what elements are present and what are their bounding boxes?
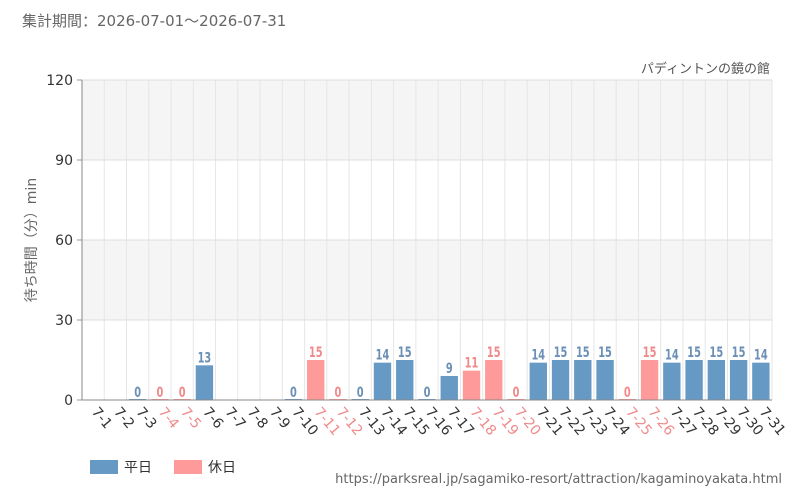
bar-7-31 <box>752 362 770 400</box>
value-label-7-14: 14 <box>376 346 390 363</box>
y-axis-label: 待ち時間（分）min <box>24 178 40 302</box>
y-tick-label: 120 <box>46 73 73 89</box>
x-tick-label-7-3: 7-3 <box>133 404 160 432</box>
bar-7-24 <box>596 360 614 400</box>
legend-swatch-holiday <box>174 460 202 474</box>
value-label-7-16: 0 <box>424 384 431 401</box>
value-label-7-28: 15 <box>687 344 701 361</box>
value-label-7-11: 15 <box>309 344 323 361</box>
value-label-7-6: 13 <box>198 349 212 366</box>
x-axis-ticks: 7-17-27-37-47-57-67-77-87-97-107-117-127… <box>88 404 788 439</box>
bar-7-30 <box>729 360 748 400</box>
value-label-7-19: 15 <box>487 344 501 361</box>
y-tick-label: 0 <box>64 393 73 409</box>
value-label-7-23: 15 <box>576 344 590 361</box>
bar-7-14 <box>373 362 392 400</box>
x-tick-label-7-4: 7-4 <box>155 404 182 432</box>
bar-7-28 <box>685 360 703 400</box>
y-tick-label: 90 <box>55 153 73 169</box>
value-label-7-13: 0 <box>357 384 364 401</box>
x-tick-label-7-2: 7-2 <box>110 404 137 432</box>
value-label-7-20: 0 <box>513 384 520 401</box>
period-text: 集計期間：2026-07-01～2026-07-31 <box>22 12 287 30</box>
plot-band <box>82 80 772 160</box>
value-label-7-21: 14 <box>531 346 545 363</box>
value-label-7-4: 0 <box>156 384 163 401</box>
value-label-7-17: 9 <box>446 360 453 377</box>
value-label-7-25: 0 <box>624 384 631 401</box>
legend-item-holiday: 休日 <box>174 457 236 477</box>
x-tick-label-7-1: 7-1 <box>88 404 115 432</box>
value-label-7-22: 15 <box>554 344 568 361</box>
y-tick-label: 60 <box>55 233 73 249</box>
value-label-7-31: 14 <box>754 346 768 363</box>
y-tick-label: 30 <box>55 313 73 329</box>
bar-7-17 <box>440 376 458 400</box>
value-label-7-24: 15 <box>598 344 612 361</box>
value-label-7-30: 15 <box>732 344 746 361</box>
value-label-7-29: 15 <box>710 344 724 361</box>
bar-7-6 <box>195 365 214 400</box>
legend-item-weekday: 平日 <box>90 457 152 477</box>
x-tick-label-7-9: 7-9 <box>266 404 293 432</box>
bar-7-18 <box>462 370 481 400</box>
plot-band <box>82 240 772 320</box>
attraction-name: パディントンの鏡の館 <box>641 61 770 77</box>
legend-swatch-weekday <box>90 460 118 474</box>
value-label-7-26: 15 <box>643 344 657 361</box>
bar-7-29 <box>707 360 726 400</box>
plot-band <box>82 160 772 240</box>
value-label-7-15: 15 <box>398 344 412 361</box>
x-tick-label-7-7: 7-7 <box>222 404 249 432</box>
value-label-7-5: 0 <box>179 384 186 401</box>
bar-7-26 <box>640 360 659 400</box>
x-tick-label-7-6: 7-6 <box>199 404 226 432</box>
legend: 平日 休日 <box>90 457 258 477</box>
bar-7-21 <box>529 362 547 400</box>
value-label-7-27: 14 <box>665 346 679 363</box>
source-url: https://parksreal.jp/sagamiko-resort/att… <box>335 472 782 487</box>
bar-7-22 <box>551 360 570 400</box>
bar-7-27 <box>663 362 681 400</box>
value-label-7-3: 0 <box>134 384 141 401</box>
bar-7-19 <box>485 360 503 400</box>
legend-label-holiday: 休日 <box>208 460 236 476</box>
bar-7-11 <box>307 360 325 400</box>
x-tick-label-7-5: 7-5 <box>177 404 204 432</box>
value-label-7-12: 0 <box>335 384 342 401</box>
bar-7-15 <box>396 360 414 400</box>
x-tick-label-7-8: 7-8 <box>244 404 271 432</box>
y-axis-ticks: 0 30 60 90 120 <box>46 73 82 409</box>
legend-label-weekday: 平日 <box>124 460 152 476</box>
value-label-7-10: 0 <box>290 384 297 401</box>
value-label-7-18: 11 <box>465 354 479 371</box>
bar-7-23 <box>574 360 592 400</box>
